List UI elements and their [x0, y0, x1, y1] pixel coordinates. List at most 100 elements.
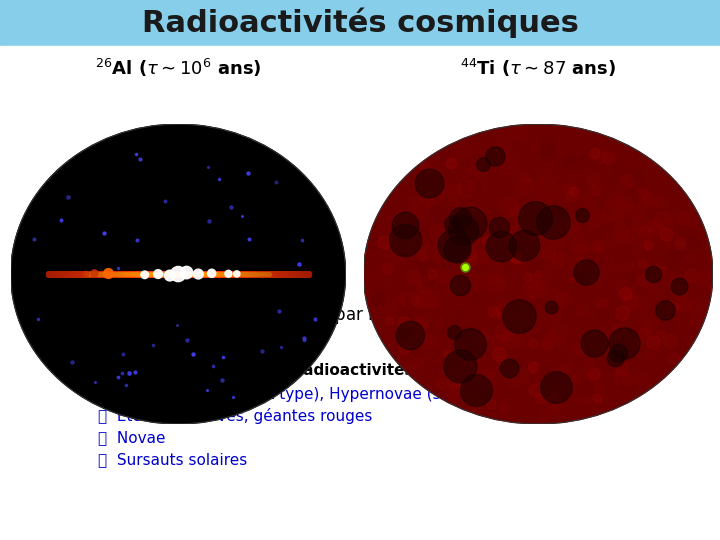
Text: $\Rightarrow$ 3 x 10$^{42}$ e$^+$ s$^{-1}$: $\Rightarrow$ 3 x 10$^{42}$ e$^+$ s$^{-1… [145, 325, 301, 345]
Point [654, 267, 665, 276]
Point [636, 188, 647, 197]
Point [117, 349, 129, 358]
Point [477, 221, 488, 230]
Point [688, 317, 700, 326]
Point [608, 197, 620, 205]
Point [222, 269, 234, 278]
Point [81, 269, 92, 278]
Point [434, 318, 446, 326]
Point [601, 144, 613, 153]
Point [593, 215, 605, 224]
Point [489, 309, 500, 318]
Point [56, 271, 68, 280]
Point [570, 159, 581, 168]
Point [451, 235, 462, 244]
Point [516, 241, 527, 250]
Point [593, 153, 605, 161]
Point [418, 347, 430, 356]
Point [666, 302, 678, 311]
Point [490, 273, 502, 281]
Point [560, 363, 572, 372]
Point [397, 343, 409, 352]
Point [590, 249, 602, 258]
Point [421, 274, 433, 282]
Point [539, 411, 550, 420]
Point [653, 268, 665, 277]
Point [450, 320, 462, 329]
Point [392, 331, 403, 340]
Point [502, 228, 513, 237]
Point [447, 153, 459, 162]
Point [539, 304, 551, 313]
Point [674, 292, 685, 301]
Point [227, 393, 238, 402]
Point [171, 320, 183, 329]
Point [470, 276, 482, 285]
Point [464, 218, 475, 227]
Point [415, 321, 426, 330]
Point [403, 213, 415, 222]
Point [457, 225, 469, 234]
Point [471, 210, 482, 218]
Point [598, 255, 610, 264]
Point [448, 377, 459, 386]
Point [510, 207, 521, 215]
Point [600, 146, 612, 154]
Point [441, 383, 452, 391]
Point [685, 271, 696, 279]
Point [398, 303, 410, 312]
Point [505, 380, 516, 388]
Point [134, 155, 145, 164]
Point [477, 397, 488, 406]
Point [492, 349, 504, 358]
Point [642, 196, 654, 205]
Point [547, 392, 559, 401]
Point [628, 205, 639, 214]
Point [431, 260, 442, 269]
Point [449, 195, 460, 204]
Point [98, 228, 109, 237]
Point [448, 328, 459, 336]
Point [621, 177, 632, 186]
Point [493, 222, 505, 231]
Point [497, 312, 508, 320]
Point [604, 332, 616, 340]
Point [573, 274, 585, 283]
Point [386, 246, 397, 254]
Point [605, 206, 616, 215]
Point [499, 403, 510, 411]
Point [551, 233, 562, 242]
Point [492, 356, 504, 364]
Point [173, 269, 184, 278]
Point [506, 334, 518, 343]
Ellipse shape [11, 124, 346, 424]
Point [634, 172, 646, 181]
Point [378, 238, 390, 246]
Text: Collmar (priv. comm.): Collmar (priv. comm.) [487, 281, 623, 294]
Point [467, 236, 478, 245]
Point [629, 362, 640, 370]
Point [541, 148, 552, 157]
Point [443, 320, 454, 328]
Point [580, 267, 592, 276]
Point [496, 306, 508, 314]
Point [433, 321, 444, 330]
Point [589, 199, 600, 207]
Point [671, 248, 683, 257]
Point [404, 330, 415, 339]
Point [600, 227, 612, 235]
Point [557, 295, 569, 304]
Point [425, 336, 436, 345]
Point [616, 252, 627, 260]
Point [464, 206, 476, 214]
Point [431, 211, 443, 220]
Point [668, 260, 680, 269]
Point [616, 227, 627, 235]
Point [527, 128, 539, 137]
Point [426, 287, 438, 296]
Point [207, 362, 218, 370]
Point [655, 255, 667, 264]
Point [627, 242, 639, 251]
Point [469, 401, 480, 409]
Point [447, 258, 459, 266]
